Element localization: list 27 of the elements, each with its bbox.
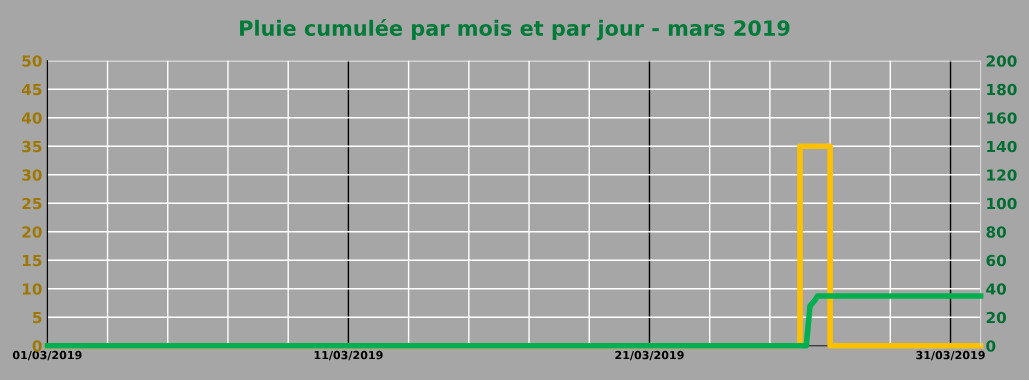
y2-tick-label: 120 [987, 169, 1017, 181]
y-tick-label: 20 [22, 226, 42, 238]
y2-tick-label: 80 [986, 226, 1007, 238]
y-tick-label: 10 [22, 283, 42, 295]
y-tick-label: 35 [22, 140, 42, 153]
y2-tick-label: 140 [987, 140, 1017, 153]
x-tick-label: 21/03/2019 [615, 350, 684, 361]
y-tick-label: 0 [32, 340, 42, 352]
x-tick-label: 31/03/2019 [916, 350, 985, 361]
y-tick-label: 45 [21, 83, 42, 96]
y-tick-label: 5 [33, 311, 42, 324]
y-tick-label: 40 [21, 112, 42, 124]
x-tick-label: 11/03/2019 [314, 350, 383, 361]
y2-tick-label: 160 [987, 112, 1017, 124]
y2-tick-label: 20 [986, 311, 1007, 324]
y2-tick-label: 180 [987, 83, 1017, 96]
y-tick-label: 15 [22, 254, 42, 267]
y2-tick-label: 60 [986, 254, 1007, 267]
y-tick-label: 25 [22, 197, 42, 210]
y2-tick-label: 200 [986, 55, 1017, 67]
y2-tick-label: 40 [986, 283, 1007, 295]
chart-title: Pluie cumulée par mois et par jour - mars 2019 [240, 19, 790, 41]
y2-tick-label: 0 [986, 340, 996, 352]
y-tick-label: 50 [22, 55, 42, 67]
y-tick-label: 30 [22, 169, 42, 181]
y2-tick-label: 100 [987, 197, 1017, 210]
x-tick-label: 01/03/2019 [12, 350, 82, 361]
